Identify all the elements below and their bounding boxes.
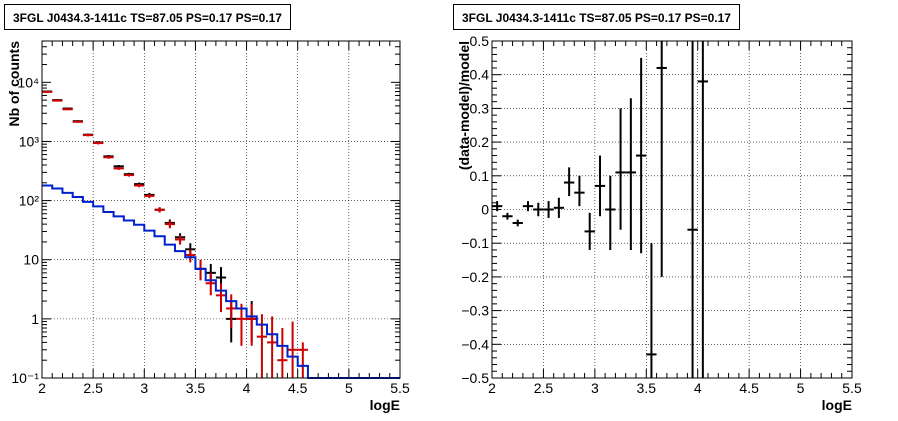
residual-point	[594, 155, 606, 217]
y-tick-label: 10⁻¹	[11, 370, 39, 386]
model-point	[123, 173, 135, 177]
residual-point	[512, 219, 523, 227]
model-step-line	[42, 184, 400, 379]
x-tick-label: 3	[591, 380, 599, 396]
model-point	[277, 328, 288, 378]
y-axis-label: Nb of counts	[6, 41, 22, 127]
y-tick-label: −0.2	[461, 269, 489, 285]
x-tick-label: 5.5	[390, 380, 410, 396]
residual-point	[522, 201, 534, 212]
residual-point	[636, 57, 647, 254]
counts-panel: 2 2.5 3 3.5 4 4.5 5 5.5 10⁻¹ 1 10 10² 10³ 10⁴ logE Nb o…	[6, 40, 410, 413]
x-axis-label: logE	[370, 397, 400, 413]
residual-point	[625, 98, 636, 250]
x-tick-label: 2	[38, 380, 46, 396]
residual-point	[615, 108, 626, 230]
model-point	[144, 193, 155, 199]
residual-point	[553, 197, 564, 218]
x-tick-label: 5	[345, 380, 353, 396]
model-point	[185, 249, 196, 263]
y-tick-label: −0.5	[461, 370, 489, 386]
x-tick-label: 3	[140, 380, 148, 396]
residual-point	[656, 41, 667, 277]
x-tick-label: 5	[797, 380, 805, 396]
x-tick-label: 5.5	[842, 380, 862, 396]
y-tick-label: 10	[23, 252, 39, 268]
y-tick-label: −0.1	[461, 235, 489, 251]
plot-frame	[491, 40, 853, 379]
residual-point	[697, 41, 708, 378]
model-point	[52, 99, 63, 102]
model-point	[62, 108, 73, 111]
model-point	[236, 303, 247, 346]
y-tick-label: 10⁴	[17, 74, 39, 90]
y-tick-label: 0.3	[470, 100, 490, 116]
y-tick-label: 0.5	[470, 33, 490, 49]
x-tick-label: 3.5	[186, 380, 206, 396]
residual-point	[543, 201, 554, 218]
y-tick-label: 10³	[19, 133, 40, 149]
model-point	[103, 155, 114, 159]
residual-point	[605, 175, 616, 250]
model-point	[154, 207, 165, 213]
y-tick-label: 1	[31, 311, 39, 327]
x-tick-label: 2	[488, 380, 496, 396]
x-tick-label: 4.5	[288, 380, 308, 396]
x-tick-label: 2.5	[83, 380, 103, 396]
residual-point	[687, 41, 698, 378]
counts-chart-title: 3FGL J0434.3-1411c TS=87.05 PS=0.17 PS=0…	[4, 4, 291, 30]
plot-frame	[41, 40, 401, 379]
model-point	[246, 303, 257, 346]
model-point	[113, 166, 124, 170]
y-tick-label: 0.4	[470, 67, 490, 83]
residual-point	[502, 212, 513, 220]
model-point	[287, 321, 298, 378]
y-tick-label: 0.1	[470, 168, 490, 184]
y-tick-label: −0.3	[461, 303, 489, 319]
x-axis-label: logE	[822, 397, 852, 413]
residual-chart-title: 3FGL J0434.3-1411c TS=87.05 PS=0.17 PS=0…	[453, 4, 740, 30]
plot-area	[42, 41, 400, 378]
x-tick-label: 3.5	[637, 380, 657, 396]
model-point	[226, 294, 237, 329]
model-point	[174, 235, 186, 245]
model-point	[93, 141, 104, 145]
residual-point	[533, 202, 544, 217]
model-point	[164, 220, 175, 229]
residual-panel: 2 2.5 3 3.5 4 4.5 5 5.5 −0.5 −0.4 −0.3 −0.2 −0.1 0 0.1…	[456, 33, 862, 413]
x-tick-label: 4.5	[739, 380, 759, 396]
model-point	[72, 120, 83, 123]
residual-point	[574, 175, 585, 207]
residual-point	[646, 243, 657, 378]
x-tick-label: 4	[243, 380, 251, 396]
model-point	[42, 90, 53, 93]
y-axis-label: (data-model)/model	[456, 41, 472, 170]
model-point	[267, 316, 278, 378]
model-point	[134, 183, 145, 188]
y-tick-label: 0	[481, 202, 489, 218]
y-tick-label: 0.2	[470, 134, 490, 150]
residual-point	[564, 167, 575, 197]
residual-point	[492, 201, 503, 212]
x-tick-label: 4	[694, 380, 702, 396]
x-tick-label: 2.5	[534, 380, 554, 396]
y-tick-label: 10²	[19, 193, 40, 209]
model-point	[205, 272, 216, 296]
model-point	[215, 283, 227, 313]
model-point	[297, 342, 308, 378]
y-tick-label: −0.4	[461, 336, 489, 352]
residual-point	[584, 212, 595, 250]
model-point	[82, 133, 94, 137]
